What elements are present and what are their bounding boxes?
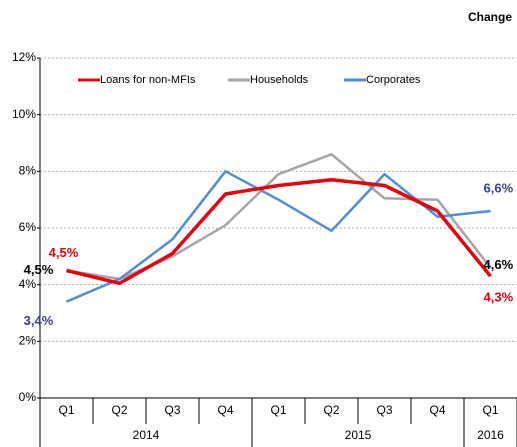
x-tick-label: Q1 <box>482 403 498 417</box>
x-tick-label: Q2 <box>323 403 339 417</box>
series-line <box>66 178 492 286</box>
x-tick-label: Q4 <box>429 403 445 417</box>
group-label: 2015 <box>345 428 372 442</box>
chart-title: Change <box>468 10 512 24</box>
group-label: 2014 <box>133 428 160 442</box>
y-tick-label: 10% <box>12 107 36 121</box>
x-tick-label: Q2 <box>111 403 127 417</box>
y-tick-label: 6% <box>19 220 37 234</box>
value-label: 3,4% <box>24 313 54 328</box>
y-tick-label: 12% <box>12 50 36 64</box>
y-tick-label: 2% <box>19 334 37 348</box>
group-label: 2016 <box>477 428 504 442</box>
legend-label: Corporates <box>366 74 421 86</box>
x-tick-label: Q1 <box>270 403 286 417</box>
value-label: 4,3% <box>484 290 514 305</box>
legend-label: Households <box>250 74 309 86</box>
x-tick-label: Q1 <box>58 403 74 417</box>
x-tick-label: Q3 <box>164 403 180 417</box>
value-label: 4,5% <box>49 245 79 260</box>
value-label: 4,6% <box>484 257 514 272</box>
y-tick-label: 8% <box>19 164 37 178</box>
y-tick-label: 0% <box>19 390 37 404</box>
value-label: 4,5% <box>24 262 54 277</box>
y-tick-label: 4% <box>19 277 37 291</box>
value-label: 6,6% <box>484 180 514 195</box>
x-tick-label: Q3 <box>376 403 392 417</box>
series-line <box>66 170 491 303</box>
legend-label: Loans for non-MFIs <box>100 74 196 86</box>
x-tick-label: Q4 <box>217 403 233 417</box>
series-line <box>66 153 492 281</box>
